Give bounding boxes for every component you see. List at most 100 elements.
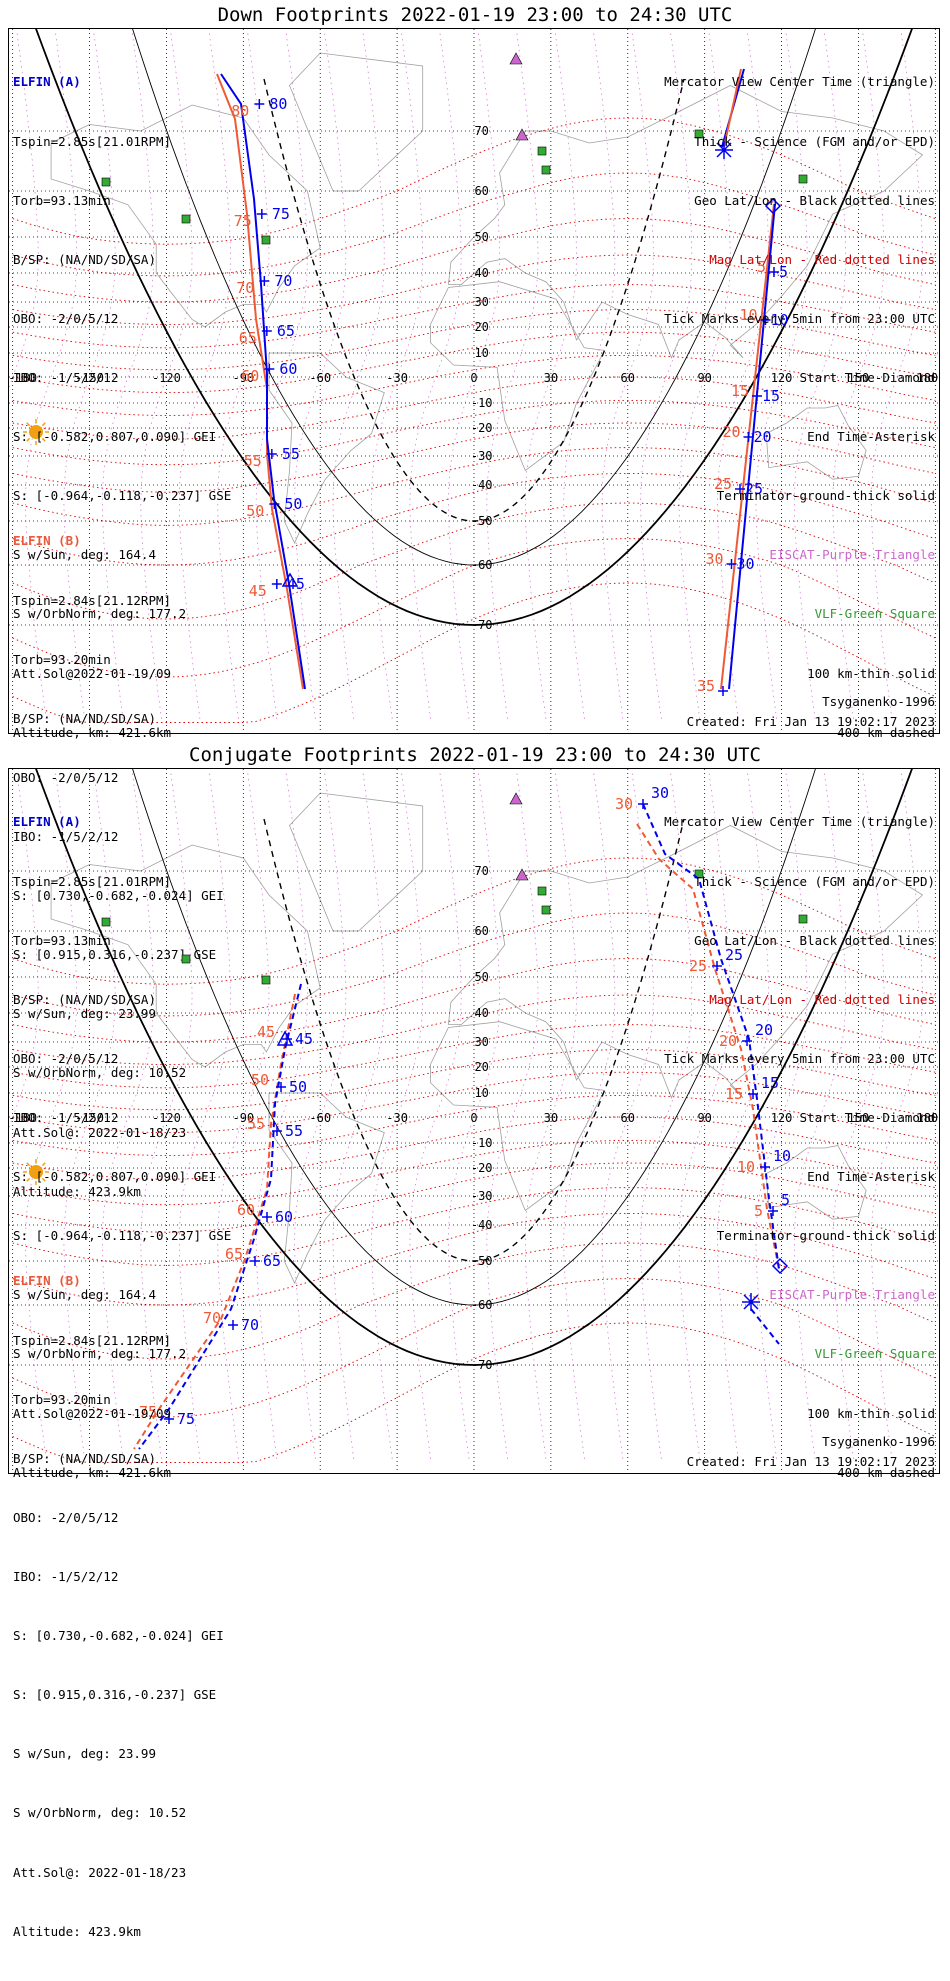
elfin-b-time-label: 10 xyxy=(739,306,757,324)
elfin-b-line: Torb=93.20min xyxy=(13,651,111,667)
terminator-line xyxy=(35,769,913,1366)
lon-label: 0 xyxy=(470,371,477,385)
down-footprints-panel: Down Footprints 2022-01-19 23:00 to 24:3… xyxy=(0,0,950,1199)
lat-label: 20 xyxy=(474,320,488,334)
tick-mark xyxy=(261,326,272,336)
elfin-b-line: OBO: -2/0/5/12 xyxy=(13,769,119,785)
elfin-a-header: ELFIN (A) xyxy=(13,74,81,90)
elfin-a-time-label: 25 xyxy=(745,480,763,498)
sun-ray xyxy=(26,437,31,442)
elfin-b-time-label: 5 xyxy=(757,258,766,276)
terminator-line xyxy=(35,29,913,626)
vlf-square xyxy=(537,146,547,156)
elfin-a-line: S w/OrbNorm, deg: 177.2 xyxy=(13,606,187,622)
lat-label: -10 xyxy=(471,1136,493,1150)
lon-label: -90 xyxy=(232,1111,254,1125)
elfin-a-time-label: 45 xyxy=(295,1030,313,1048)
vlf-square xyxy=(694,869,704,879)
mag-lon-line xyxy=(409,33,462,723)
mag-lon-line xyxy=(486,773,539,1463)
legend-item: End Time-Asterisk xyxy=(807,429,935,445)
sun-ray xyxy=(26,422,31,427)
elfin-b-time-label: 25 xyxy=(714,475,732,493)
vlf-square xyxy=(181,214,191,224)
vlf-square xyxy=(101,917,111,927)
map-legend: Mercator View Center Time (triangle) Thi… xyxy=(664,33,935,782)
elfin-a-time-label: 15 xyxy=(762,387,780,405)
elfin-b-time-label: 20 xyxy=(722,423,740,441)
elfin-a-time-label: 15 xyxy=(761,1074,779,1092)
coastline xyxy=(765,405,867,480)
elfin-b-line: Torb=93.20min xyxy=(13,1391,111,1407)
coastline xyxy=(268,352,385,544)
elfin-a-time-label: 70 xyxy=(274,272,292,290)
lat-label: 10 xyxy=(474,346,488,360)
lon-label: 90 xyxy=(697,371,711,385)
tick-mark xyxy=(743,432,754,442)
lon-label: 120 xyxy=(771,1111,793,1125)
legend-item: Geo Lat/Lon - Black dotted lines xyxy=(694,192,935,208)
eiscat-triangle xyxy=(509,792,523,805)
coastline xyxy=(289,792,424,932)
legend-item: VLF-Green Square xyxy=(814,606,935,622)
legend-item: Mercator View Center Time (triangle) xyxy=(664,814,935,830)
lon-label: 60 xyxy=(621,371,635,385)
mag-lon-line xyxy=(486,33,539,723)
coastline xyxy=(765,1145,867,1220)
elfin-b-time-label: 30 xyxy=(615,795,633,813)
elfin-a-time-label: 65 xyxy=(263,1252,281,1270)
lon-label: 30 xyxy=(544,1111,558,1125)
vlf-square xyxy=(541,165,551,175)
elfin-b-time-label: 15 xyxy=(731,382,749,400)
mag-lon-line xyxy=(332,33,385,723)
lat-label: 60 xyxy=(474,924,488,938)
lat-label: 40 xyxy=(474,1006,488,1020)
legend-item: Thick - Science (FGM and/or EPD) xyxy=(694,133,935,149)
elfin-a-time-label: 20 xyxy=(754,428,772,446)
lon-label: -180 xyxy=(9,371,37,385)
tick-mark xyxy=(272,1126,282,1136)
elfin-a-time-label: 65 xyxy=(277,322,295,340)
elfin-b-time-label: 55 xyxy=(247,1115,265,1133)
mag-lat-line xyxy=(12,582,936,723)
tick-mark xyxy=(254,99,265,109)
elfin-b-line: S: [0.730,-0.682,-0.024] GEI xyxy=(13,1628,224,1644)
elfin-b-time-label: 25 xyxy=(689,957,707,975)
elfin-b-time-label: 30 xyxy=(705,550,723,568)
elfin-b-time-label: 70 xyxy=(236,279,254,297)
start-diamond xyxy=(771,1257,789,1275)
elfin-b-time-label: 15 xyxy=(725,1085,743,1103)
altitude-400km-line xyxy=(263,78,685,522)
tick-mark xyxy=(266,449,277,459)
lon-label: -150 xyxy=(75,371,104,385)
eiscat-triangle xyxy=(509,52,523,65)
map-frame xyxy=(8,28,940,734)
elfin-a-time-label: 60 xyxy=(275,1208,293,1226)
tick-mark xyxy=(718,686,728,696)
mag-lat-line xyxy=(12,218,936,303)
elfin-a-line: Torb=93.13min xyxy=(13,192,111,208)
coastline xyxy=(289,52,424,192)
tick-mark xyxy=(262,1212,272,1222)
elfin-b-time-label: 75 xyxy=(234,212,252,230)
elfin-a-time-label: 70 xyxy=(241,1316,259,1334)
vlf-square xyxy=(261,975,271,985)
elfin-a-time-label: 55 xyxy=(285,1122,303,1140)
elfin-a-line: Tspin=2.85s[21.01RPM] xyxy=(13,133,172,149)
sun-ray xyxy=(26,1162,31,1167)
lon-label: -120 xyxy=(152,371,181,385)
created-timestamp: Created: Fri Jan 13 19:02:17 2023 xyxy=(686,1454,935,1469)
tick-mark xyxy=(712,961,722,971)
elfin-b-info: ELFIN (B) Tspin=2.84s[21.12RPM] Torb=93.… xyxy=(13,492,224,1241)
legend-item: End Time-Asterisk xyxy=(807,1169,935,1185)
elfin-a-line: OBO: -2/0/5/12 xyxy=(13,1050,119,1066)
panel-title: Conjugate Footprints 2022-01-19 23:00 to… xyxy=(189,744,761,766)
lat-label: 30 xyxy=(474,1035,488,1049)
mag-lon-line xyxy=(255,33,308,723)
end-asterisk xyxy=(715,141,733,159)
altitude-100km-line xyxy=(132,29,816,566)
elfin-a-line: Att.Sol@2022-01-19/09 xyxy=(13,1405,172,1421)
lon-label: -90 xyxy=(232,371,254,385)
elfin-b-time-label: 80 xyxy=(231,102,249,120)
lon-label: 180 xyxy=(916,371,938,385)
